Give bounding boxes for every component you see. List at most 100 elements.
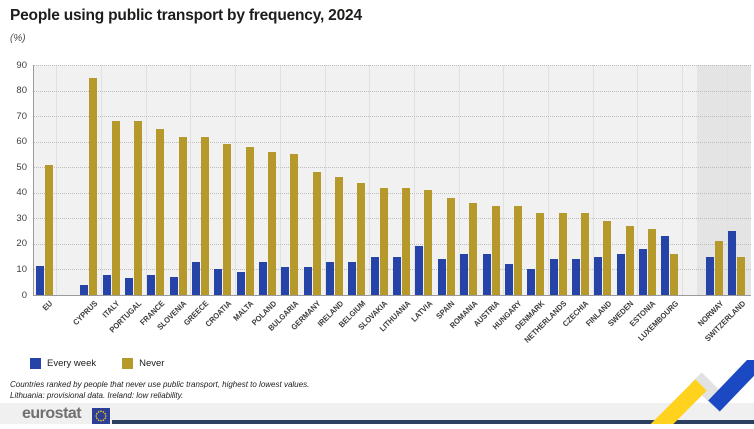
eurostat-wordmark: eurostat [22, 405, 82, 422]
y-tick-70: 70 [16, 110, 27, 122]
bar-every-week-greece [191, 261, 200, 295]
bar-never-austria [491, 205, 500, 295]
bar-every-week-france [147, 274, 156, 295]
x-tick-latvia: LATVIA [409, 299, 435, 324]
bar-never-eu [44, 164, 53, 295]
bar-every-week-switzerland [728, 231, 737, 295]
bar-every-week-portugal [124, 278, 133, 295]
eu-flag-icon [92, 408, 110, 424]
gridline-horizontal [33, 192, 751, 194]
y-tick-60: 60 [16, 136, 27, 148]
bar-every-week-cyprus [80, 284, 89, 295]
y-axis-line [33, 65, 34, 295]
gridline-vertical [145, 65, 147, 295]
bar-never-latvia [424, 190, 433, 295]
y-tick-0: 0 [21, 289, 27, 301]
gridline-vertical [369, 65, 371, 295]
bar-never-portugal [133, 121, 142, 295]
bar-never-estonia [647, 228, 656, 295]
bar-every-week-ireland [326, 261, 335, 295]
bar-every-week-slovenia [169, 277, 178, 295]
gridline-vertical [101, 65, 103, 295]
bar-every-week-malta [236, 272, 245, 295]
gridline-vertical [190, 65, 192, 295]
bar-every-week-hungary [504, 264, 513, 295]
y-tick-80: 80 [16, 85, 27, 97]
bar-never-switzerland [737, 256, 746, 295]
bar-every-week-sweden [616, 254, 625, 295]
bar-every-week-slovakia [370, 256, 379, 295]
gridline-horizontal [33, 218, 751, 220]
bar-never-hungary [513, 205, 522, 295]
bar-every-week-norway [706, 256, 714, 295]
y-tick-40: 40 [16, 187, 27, 199]
bar-every-week-latvia [415, 246, 424, 295]
bar-never-ireland [335, 177, 344, 295]
bar-every-week-spain [437, 259, 446, 295]
bar-never-netherlands [558, 213, 567, 295]
plot-area [33, 65, 751, 295]
y-tick-10: 10 [16, 263, 27, 275]
bar-never-norway [715, 241, 723, 295]
gridline-vertical [324, 65, 326, 295]
footer-bar [112, 420, 754, 424]
bar-never-germany [312, 172, 321, 295]
gridline-vertical [279, 65, 281, 295]
x-tick-cyprus: CYPRUS [70, 299, 100, 328]
x-axis-labels: EU CYPRUS ITALY PORTUGAL FRANCE SLOVENIA GREEC… [33, 299, 751, 359]
bar-never-luxembourg [670, 254, 679, 295]
eu-stars-icon [95, 410, 107, 422]
eurostat-logo: eurostat [22, 405, 110, 424]
gridline-vertical [56, 65, 58, 295]
bar-never-malta [245, 146, 254, 295]
legend-label-never: Never [139, 358, 165, 369]
legend-label-every-week: Every week [47, 358, 97, 369]
bar-never-romania [469, 203, 478, 295]
y-tick-20: 20 [16, 238, 27, 250]
bar-every-week-netherlands [549, 259, 558, 295]
gridline-horizontal [33, 116, 751, 118]
bar-every-week-estonia [638, 249, 647, 295]
bar-never-slovakia [379, 187, 388, 295]
y-tick-90: 90 [16, 59, 27, 71]
gridline-vertical [235, 65, 237, 295]
x-tick-eu: EU [40, 299, 55, 313]
legend-item-every-week: Every week [30, 358, 96, 369]
bar-every-week-denmark [527, 269, 536, 295]
bar-every-week-germany [303, 266, 312, 295]
bar-never-belgium [357, 182, 366, 295]
gridline-horizontal [33, 65, 751, 66]
bar-every-week-romania [460, 254, 469, 295]
bar-every-week-austria [482, 254, 491, 295]
gridline-horizontal [33, 243, 751, 245]
legend-swatch-every-week [30, 358, 41, 369]
gridline-vertical [458, 65, 460, 295]
bar-never-sweden [625, 226, 634, 295]
page-title: People using public transport by frequen… [10, 7, 362, 24]
bar-every-week-finland [594, 256, 603, 295]
y-tick-50: 50 [16, 161, 27, 173]
legend: Every week Never [30, 358, 164, 369]
bar-every-week-bulgaria [281, 266, 290, 295]
bar-never-lithuania [402, 187, 411, 295]
bar-every-week-poland [259, 261, 267, 295]
bar-every-week-belgium [348, 261, 357, 295]
footnote-reliability: Lithuania: provisional data. Ireland: lo… [10, 391, 184, 401]
bar-never-cyprus [89, 77, 98, 295]
gridline-vertical [503, 65, 505, 295]
units-label: (%) [10, 33, 26, 44]
bar-never-bulgaria [290, 154, 299, 295]
bar-never-croatia [223, 144, 232, 295]
bar-every-week-eu [35, 265, 44, 295]
bar-never-spain [446, 197, 455, 295]
bar-never-greece [200, 136, 209, 295]
efta-highlight-band [697, 65, 751, 295]
footnotes: Countries ranked by people that never us… [10, 379, 309, 401]
gridline-vertical [682, 65, 684, 295]
bar-every-week-italy [102, 274, 111, 295]
bar-every-week-lithuania [393, 256, 402, 295]
x-axis-line [33, 295, 751, 296]
gridline-horizontal [33, 90, 751, 92]
gridline-vertical [413, 65, 415, 295]
bar-every-week-luxembourg [661, 236, 670, 295]
